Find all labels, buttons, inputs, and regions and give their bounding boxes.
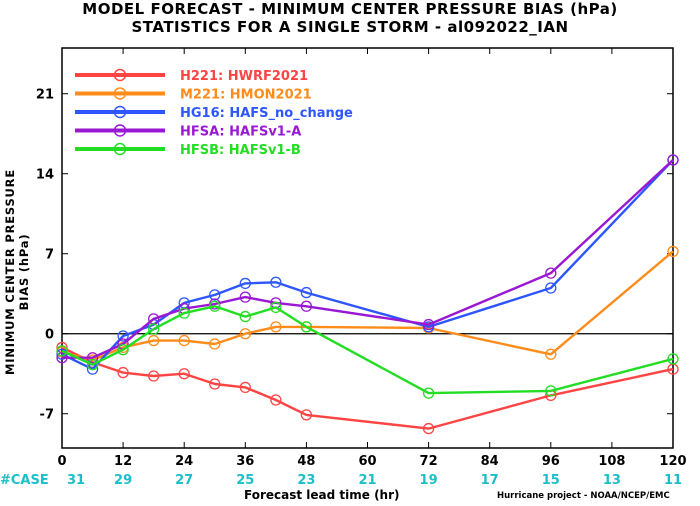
data-point: [667, 154, 679, 166]
x-axis-label: Forecast lead time (hr): [244, 488, 400, 502]
data-point: [270, 394, 282, 406]
data-point: [117, 366, 129, 379]
case-count: 31: [67, 473, 85, 488]
case-count: 11: [664, 473, 682, 488]
y-tick-label: 0: [45, 328, 54, 343]
y-tick-label: -7: [40, 408, 54, 423]
data-point: [86, 358, 99, 371]
data-point: [239, 291, 251, 303]
data-point: [239, 328, 251, 340]
data-point: [209, 338, 221, 350]
case-count: 23: [297, 473, 315, 488]
data-point: [117, 330, 129, 342]
case-count: 17: [481, 473, 499, 488]
legend-label: HG16: HAFS_no_change: [180, 106, 353, 121]
case-count: 13: [603, 473, 621, 488]
series-line: [61, 159, 674, 371]
data-point: [300, 286, 313, 299]
data-point: [545, 385, 557, 397]
data-point: [239, 381, 251, 394]
x-tick-label: 0: [57, 454, 66, 469]
legend-label: HFSA: HAFSv1-A: [180, 125, 301, 140]
data-point: [178, 334, 190, 347]
case-count: 21: [358, 473, 376, 488]
legend-marker: [113, 124, 127, 137]
x-tick-label: 60: [358, 454, 376, 469]
legend-marker: [113, 87, 127, 100]
credit-text: Hurricane project - NOAA/NCEP/EMC: [497, 491, 670, 501]
data-point: [270, 321, 282, 333]
y-tick-label: 21: [36, 88, 54, 103]
data-point: [239, 310, 251, 323]
data-point: [300, 321, 313, 333]
case-label: #CASE: [0, 473, 49, 488]
case-count: 15: [542, 473, 560, 488]
data-point: [667, 353, 679, 365]
data-point: [667, 245, 679, 258]
data-point: [300, 300, 313, 312]
legend-label: HFSB: HAFSv1-B: [180, 143, 301, 158]
data-point: [239, 277, 251, 290]
x-tick-label: 12: [114, 454, 132, 469]
legend-label: M221: HMON2021: [180, 88, 312, 103]
x-tick-label: 72: [420, 454, 438, 469]
legend-marker: [113, 105, 127, 119]
data-point: [209, 289, 221, 301]
data-point: [422, 387, 435, 399]
data-point: [300, 409, 313, 421]
data-point: [545, 267, 557, 279]
data-point: [270, 301, 282, 314]
y-tick-label: 7: [45, 248, 54, 263]
data-point: [545, 282, 557, 294]
data-point: [56, 352, 68, 364]
y-tick-label: 14: [36, 168, 54, 183]
data-point: [147, 370, 160, 382]
data-point: [209, 378, 221, 390]
case-count: 19: [420, 473, 438, 488]
data-point: [270, 276, 282, 288]
x-tick-label: 120: [659, 454, 686, 469]
x-tick-label: 84: [481, 454, 499, 469]
data-point: [178, 368, 190, 380]
data-point: [209, 300, 221, 312]
data-point: [147, 334, 160, 347]
data-point: [545, 348, 557, 360]
data-point: [147, 323, 160, 335]
legend-marker: [113, 142, 127, 156]
x-tick-label: 36: [236, 454, 254, 469]
data-point: [86, 352, 99, 364]
chart-subtitle: STATISTICS FOR A SINGLE STORM - al092022…: [131, 18, 569, 36]
legend-marker: [113, 68, 127, 82]
series-line: [61, 250, 674, 362]
x-tick-label: 96: [542, 454, 560, 469]
case-count: 27: [175, 473, 193, 488]
x-tick-label: 48: [297, 454, 315, 469]
chart-title: MODEL FORECAST - MINIMUM CENTER PRESSURE…: [82, 0, 618, 18]
case-count: 25: [236, 473, 254, 488]
x-tick-label: 108: [598, 454, 625, 469]
data-point: [117, 344, 129, 356]
case-count: 29: [114, 473, 132, 488]
legend-label: H221: HWRF2021: [180, 69, 308, 84]
data-point: [422, 318, 435, 331]
data-point: [422, 422, 435, 435]
data-point: [56, 345, 68, 357]
series-line: [61, 305, 674, 395]
x-tick-label: 24: [175, 454, 193, 469]
data-point: [178, 307, 190, 319]
